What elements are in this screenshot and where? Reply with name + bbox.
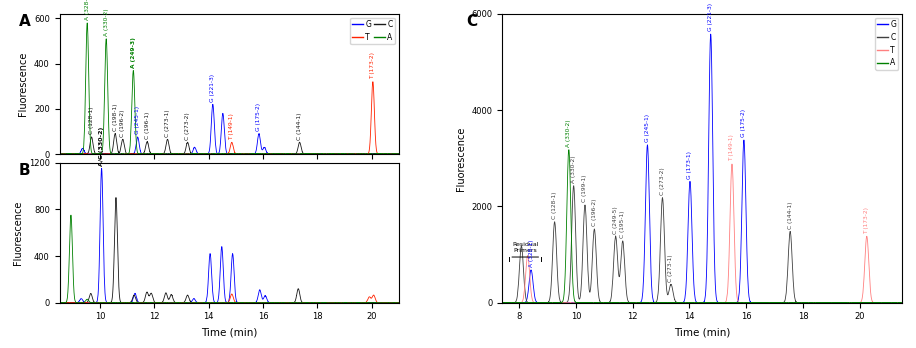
Y-axis label: Fluorescence: Fluorescence: [456, 126, 465, 190]
Text: G (173-1): G (173-1): [688, 151, 692, 179]
Text: C (144-1): C (144-1): [788, 201, 792, 229]
Text: T (173-2): T (173-2): [370, 52, 376, 79]
Text: C (196-2): C (196-2): [120, 109, 125, 137]
Text: Residual
Primers: Residual Primers: [512, 242, 539, 253]
Text: A (330-2): A (330-2): [572, 155, 576, 183]
Text: A (330-2): A (330-2): [566, 119, 572, 147]
X-axis label: Time (min): Time (min): [674, 327, 730, 337]
Text: G (245-1): G (245-1): [645, 114, 650, 142]
Text: C (273-1): C (273-1): [165, 109, 170, 137]
Text: A: A: [19, 14, 30, 29]
Text: A (249-3): A (249-3): [131, 37, 136, 68]
Text: C (128-1): C (128-1): [552, 192, 557, 219]
Text: C (199-1): C (199-1): [583, 175, 587, 202]
Text: C (195-1): C (195-1): [620, 211, 626, 238]
Text: T (149-1): T (149-1): [229, 113, 234, 140]
Text: G (221-3): G (221-3): [708, 3, 714, 31]
Text: C (198-1): C (198-1): [113, 103, 117, 131]
Text: C (273-1): C (273-1): [669, 254, 673, 282]
Text: A (328-1): A (328-1): [84, 0, 90, 20]
Text: A (328-1): A (328-1): [529, 240, 534, 267]
Text: T (173-2): T (173-2): [865, 207, 869, 234]
Y-axis label: Fluorescence: Fluorescence: [18, 52, 28, 116]
Text: C: C: [466, 14, 477, 29]
Text: C (144-1): C (144-1): [297, 112, 302, 140]
Y-axis label: Fluorescence: Fluorescence: [13, 200, 23, 265]
Text: G (245-1): G (245-1): [136, 106, 140, 134]
Text: G (175-2): G (175-2): [741, 109, 747, 137]
Text: B: B: [19, 163, 30, 177]
X-axis label: Time (min): Time (min): [201, 327, 257, 337]
Text: C (273-2): C (273-2): [185, 112, 191, 140]
Legend: G, T, C, A: G, T, C, A: [350, 18, 395, 44]
Text: A (330-2): A (330-2): [104, 8, 109, 36]
Text: C (128-1): C (128-1): [89, 107, 94, 134]
Text: G (175-2): G (175-2): [256, 103, 261, 131]
Text: C (196-2): C (196-2): [592, 199, 597, 226]
Text: T (149-1): T (149-1): [729, 134, 735, 161]
Text: A/C (330-2): A/C (330-2): [99, 126, 104, 166]
Text: C (249-5): C (249-5): [613, 206, 618, 234]
Text: C (273-2): C (273-2): [660, 167, 665, 195]
Legend: G, C, T, A: G, C, T, A: [875, 18, 899, 70]
Text: C (196-1): C (196-1): [145, 112, 149, 139]
Text: G (221-3): G (221-3): [211, 73, 215, 102]
